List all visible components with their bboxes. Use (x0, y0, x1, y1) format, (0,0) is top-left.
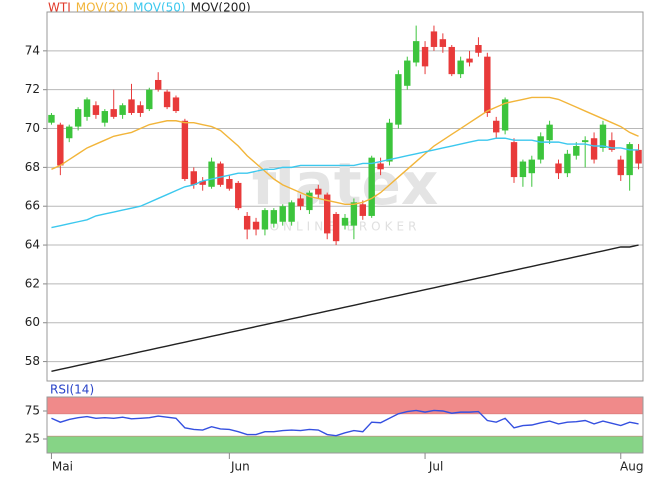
candle-body (297, 198, 304, 207)
candle-body (528, 159, 536, 174)
y-tick-label: 68 (25, 160, 40, 174)
candle-body (66, 126, 73, 139)
candle-body (626, 144, 633, 176)
x-tick-label: Mai (52, 460, 73, 474)
candle-body (137, 105, 144, 113)
y-tick-label: 75 (25, 404, 40, 418)
y-tick-label: 60 (25, 315, 40, 329)
candle-body (404, 60, 411, 86)
y-tick-label: 70 (25, 121, 40, 135)
candle-body (181, 120, 189, 180)
candle-body (421, 46, 429, 67)
candle-body (448, 46, 455, 75)
candle-body (386, 122, 393, 162)
candle-body (57, 124, 64, 166)
candle-body (154, 79, 162, 90)
candle-body (537, 136, 544, 160)
candle-body (546, 124, 553, 141)
candle-body (306, 192, 313, 211)
candle-body (217, 163, 224, 185)
rsi-title: RSI(14) (50, 383, 94, 397)
candle-body (110, 109, 117, 117)
candle-body (439, 39, 447, 47)
candle-body (377, 163, 384, 170)
candle-body (324, 194, 331, 234)
candle-body (590, 138, 598, 160)
candle-body (519, 161, 527, 178)
candle-body (288, 202, 295, 222)
y-tick-label: 62 (25, 276, 40, 290)
y-tick-label: 72 (25, 82, 40, 96)
line-series (51, 409, 639, 437)
candle-body (466, 58, 473, 63)
candle-body (128, 99, 135, 113)
candle-body (92, 105, 100, 115)
candle-body (315, 188, 322, 195)
candle-body (199, 180, 206, 185)
candle-body (457, 60, 464, 75)
line-series (51, 137, 639, 229)
candle-body (555, 163, 562, 174)
candle-body (279, 206, 286, 222)
candle-body (226, 179, 233, 189)
candle-body (359, 204, 366, 216)
candle-body (430, 31, 438, 47)
candle-body (581, 140, 589, 143)
candle-body (252, 221, 260, 230)
candle-body (48, 114, 55, 123)
candle-body (261, 210, 269, 230)
candle-body (74, 109, 82, 127)
candle-body (412, 41, 420, 63)
x-tick-label: Jul (428, 460, 443, 474)
y-tick-label: 66 (25, 199, 40, 213)
legend-entry: MOV(20) (76, 1, 128, 15)
candle-body (484, 56, 491, 113)
rsi-band (46, 435, 644, 454)
candle-body (475, 45, 482, 53)
y-tick-label: 25 (25, 432, 40, 446)
candle-body (83, 99, 91, 117)
x-tick-label: Aug (620, 460, 643, 474)
line-series (51, 96, 639, 205)
y-tick-label: 74 (25, 43, 40, 57)
candle-body (208, 161, 215, 187)
candle-body (510, 142, 518, 178)
plot-frame (46, 396, 644, 454)
line-series (51, 244, 639, 372)
y-tick-label: 58 (25, 354, 40, 368)
candle-body (608, 140, 616, 150)
candle-body (163, 91, 171, 108)
candle-body (172, 97, 180, 112)
candle-body (101, 111, 109, 123)
candle-body (573, 146, 580, 156)
legend-entry: MOV(50) (133, 1, 185, 15)
legend-entry: MOV(200) (191, 1, 251, 15)
candle-body (270, 210, 278, 224)
legend: WTI MOV(20) MOV(50) MOV(200) (48, 1, 251, 15)
plot-frame (46, 11, 644, 382)
candle-body (368, 157, 375, 216)
candle-body (617, 159, 624, 176)
candle-body (119, 105, 126, 115)
watermark-sub: ONLINE BROKER (270, 220, 421, 234)
plot-area (46, 11, 644, 382)
candle-body (599, 124, 607, 148)
candle-body (235, 182, 242, 209)
legend-entry: WTI (48, 1, 71, 15)
candle-body (493, 120, 500, 133)
candle-body (332, 213, 340, 242)
candle-body (243, 215, 251, 230)
candle-body (341, 217, 349, 226)
candle-body (635, 149, 642, 164)
y-tick-label: 64 (25, 238, 40, 252)
candle-body (564, 153, 571, 174)
candle-body (146, 89, 153, 110)
candle-body (190, 171, 197, 185)
candle-body (395, 74, 402, 125)
x-tick-label: Jun (230, 460, 250, 474)
rsi-band (46, 396, 644, 415)
candle-body (350, 202, 358, 226)
candle-body (501, 99, 509, 131)
